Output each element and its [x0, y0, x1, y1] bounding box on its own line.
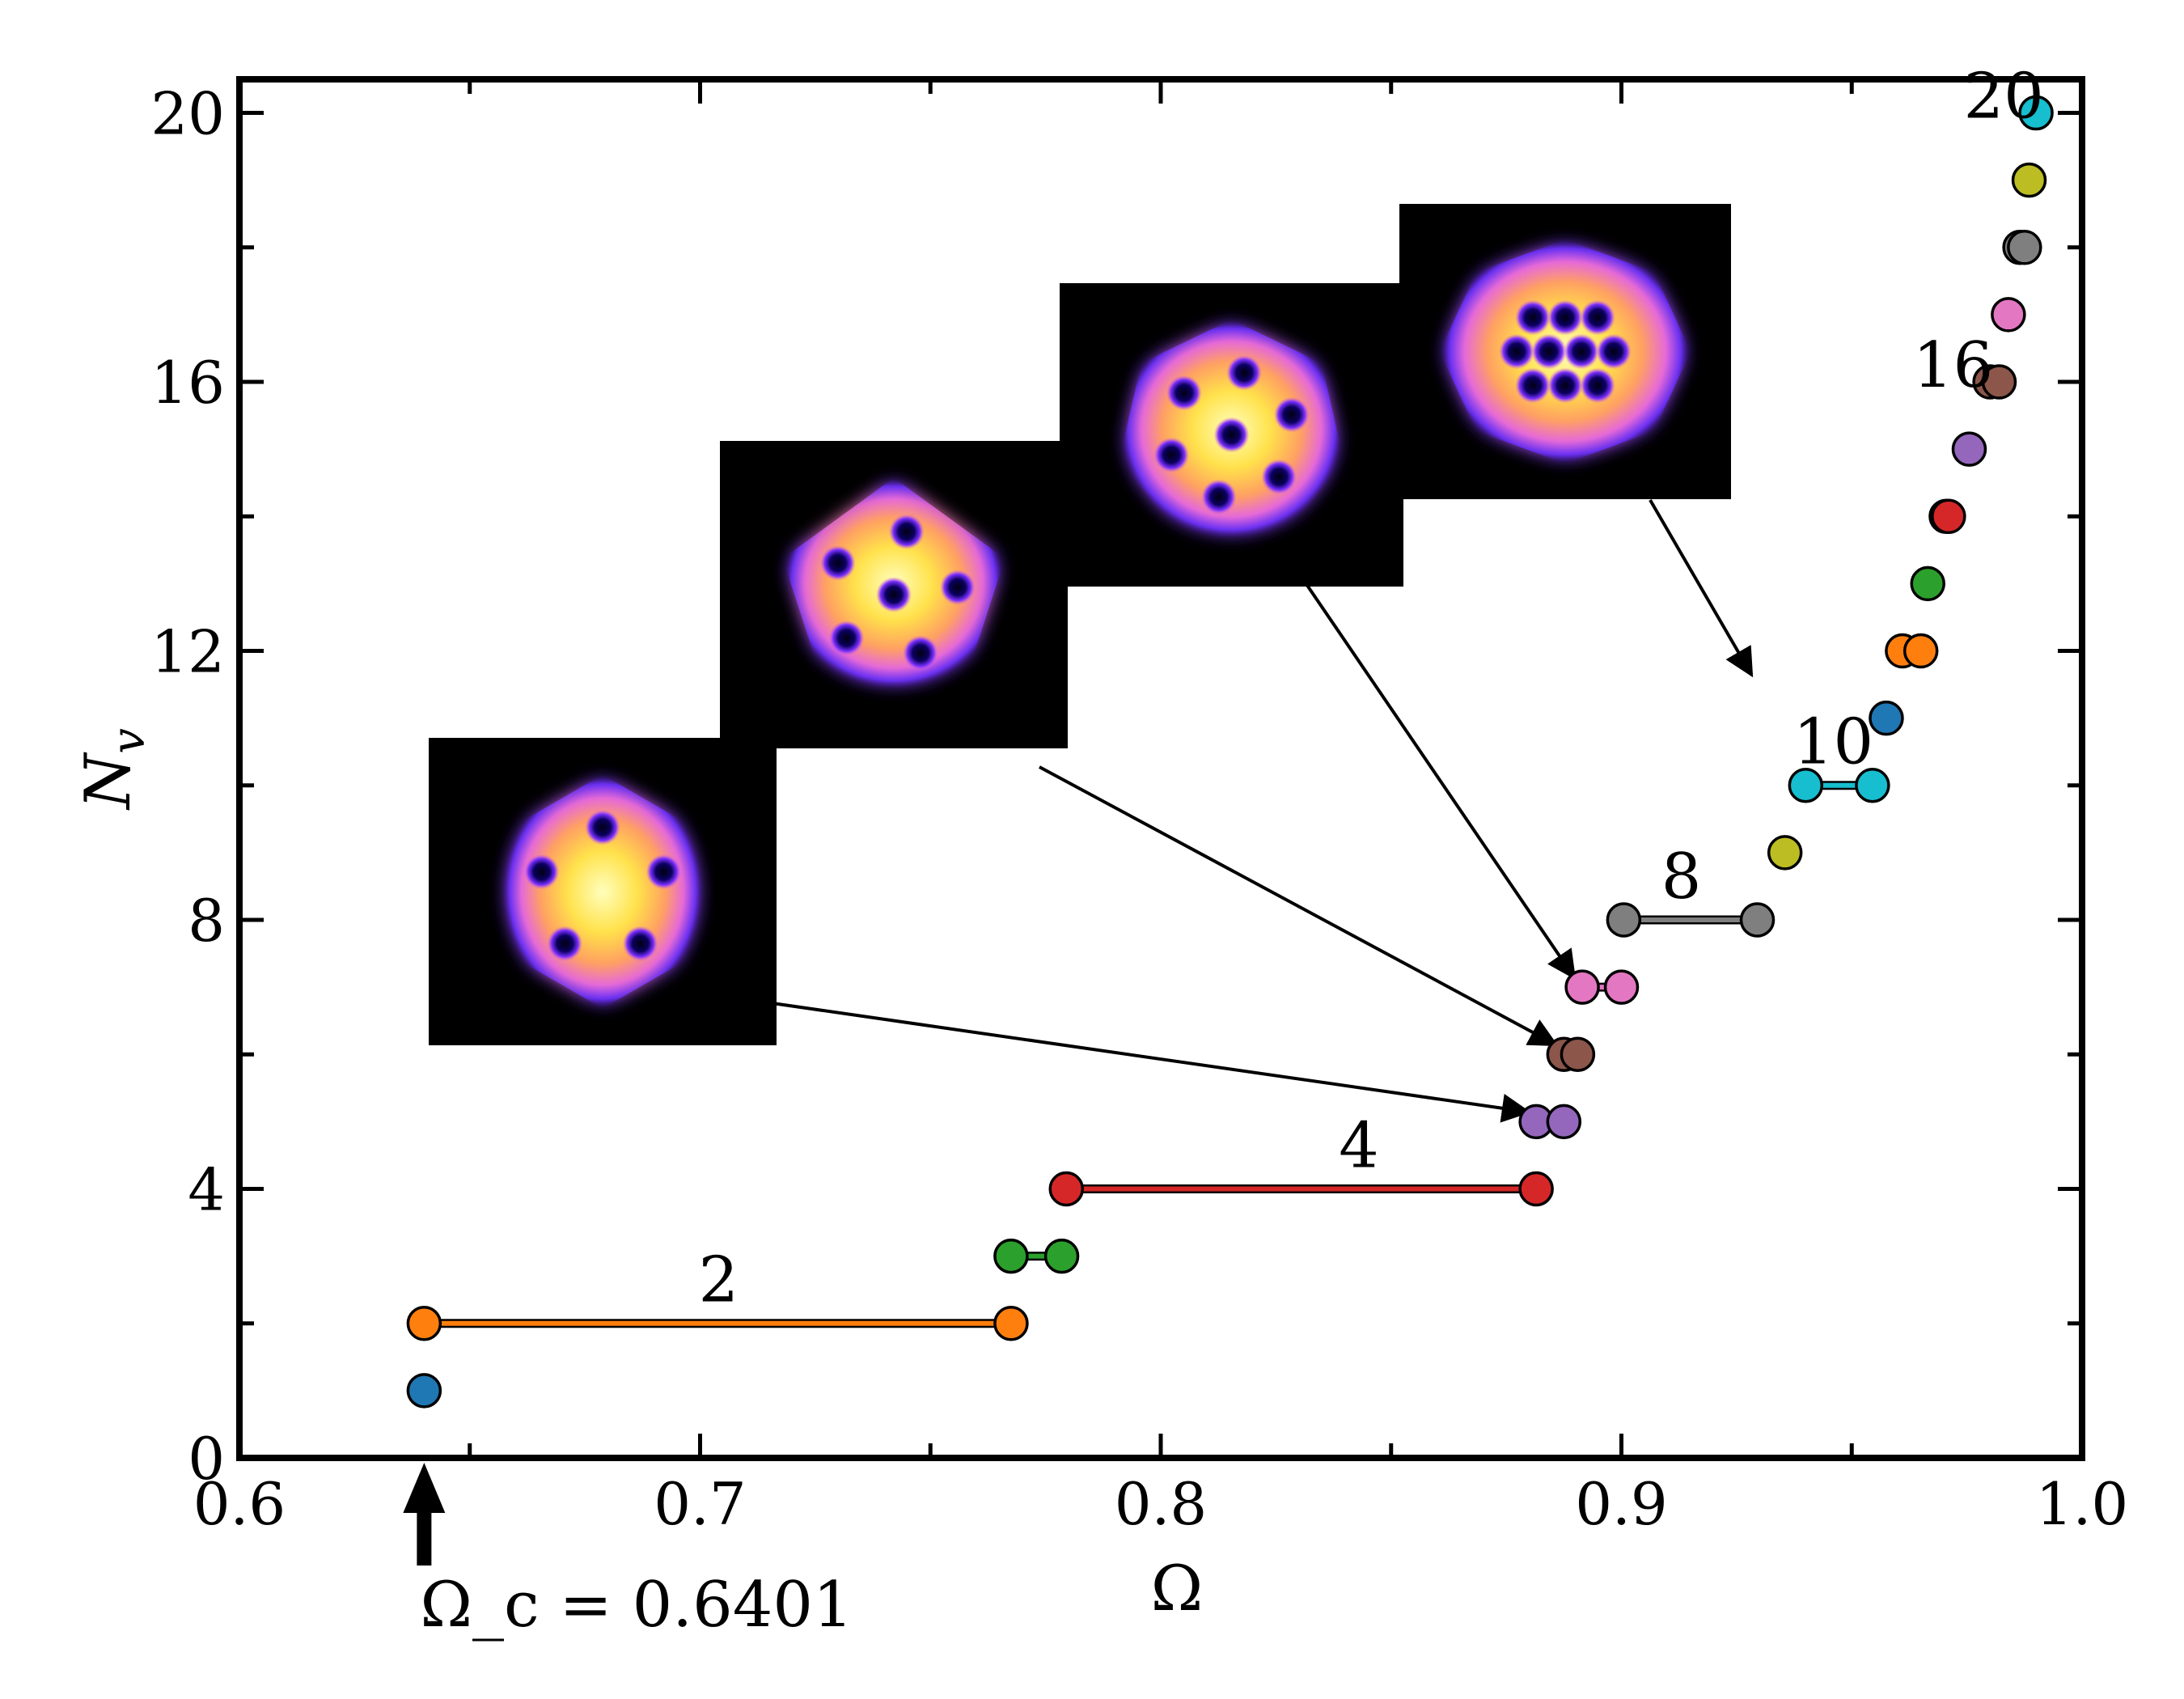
inset-nv6 — [720, 441, 1068, 748]
x-tick-label: 1.0 — [2036, 1470, 2129, 1538]
data-point — [1931, 498, 1966, 535]
vortex-core — [888, 514, 925, 550]
x-tick-label: 0.8 — [1115, 1470, 1208, 1538]
plateau-label: 20 — [1964, 61, 2044, 133]
vortex-core — [1580, 367, 1615, 404]
y-tick-label: 0 — [188, 1425, 225, 1493]
plateau-label: 10 — [1793, 706, 1873, 779]
vortex-core — [1153, 437, 1190, 473]
vortex-core — [939, 570, 976, 605]
y-tick-label: 4 — [188, 1156, 225, 1224]
data-point — [1606, 902, 1642, 938]
data-point — [2007, 230, 2042, 265]
x-tick-label: 0.7 — [654, 1470, 747, 1538]
vortex-core — [1515, 367, 1551, 404]
vortex-core — [819, 544, 856, 581]
y-tick-labels: 0 4 8 12 16 20 — [150, 80, 225, 1493]
y-label-sub: v — [103, 728, 155, 754]
vortex-core — [1261, 459, 1297, 495]
data-point — [1981, 364, 2017, 400]
vortex-core — [547, 926, 583, 962]
inset-arrow — [1305, 583, 1577, 981]
data-point — [1910, 566, 1945, 602]
y-label-main: N — [72, 752, 145, 811]
critical-omega-label: Ω_c = 0.6401 — [420, 1569, 853, 1642]
data-point — [1991, 297, 2026, 333]
inset-nv7 — [1060, 283, 1403, 587]
vortex-core — [876, 577, 912, 612]
plateau-labels: 2 4 8 10 16 20 — [698, 61, 2043, 1317]
vortex-core — [1200, 479, 1237, 515]
vortex-core — [523, 854, 560, 890]
plateau-label: 2 — [698, 1244, 739, 1317]
data-point — [1048, 1171, 1085, 1207]
inset-nv5 — [429, 738, 777, 1045]
vortex-core — [1547, 367, 1583, 404]
data-point — [1951, 431, 1987, 467]
data-point — [1903, 633, 1939, 669]
arrows — [772, 498, 1754, 1123]
vortex-core — [1547, 299, 1583, 336]
critical-omega-arrow — [403, 1463, 446, 1566]
data-point — [1043, 1238, 1080, 1274]
x-tick-labels: 0.6 0.7 0.8 0.9 1.0 — [193, 1470, 2129, 1538]
inset-arrow — [772, 1002, 1531, 1123]
data-point — [1564, 969, 1600, 1005]
data-point — [993, 1306, 1029, 1341]
x-tick-label: 0.9 — [1575, 1470, 1668, 1538]
y-tick-label: 12 — [150, 618, 225, 686]
inset-arrow — [1039, 765, 1559, 1047]
data-point — [2011, 162, 2047, 198]
x-tick-label: 0.6 — [193, 1470, 286, 1538]
vortex-core — [1213, 417, 1250, 453]
data-point — [1855, 768, 1890, 803]
insets — [429, 204, 1731, 1045]
axis-ticks — [237, 79, 2085, 1460]
vortex-core — [1226, 354, 1263, 391]
data-point — [1739, 902, 1776, 938]
inset-arrow — [1649, 498, 1754, 678]
data-point — [1560, 1036, 1596, 1073]
y-tick-label: 20 — [150, 80, 225, 148]
data-point — [2018, 95, 2054, 131]
vortex-core — [1596, 333, 1632, 370]
plateau-label: 4 — [1339, 1109, 1379, 1182]
data-point — [1788, 768, 1824, 803]
vortex-core — [1564, 333, 1599, 370]
vortex-core — [1166, 375, 1202, 411]
plateau-label: 8 — [1661, 841, 1702, 913]
data-point — [1603, 969, 1640, 1005]
vortex-core — [1499, 333, 1534, 370]
inset-nv10 — [1399, 204, 1731, 499]
vortex-core — [1515, 299, 1551, 336]
y-tick-label: 16 — [150, 349, 225, 417]
data-point — [993, 1238, 1029, 1274]
vortex-core — [585, 809, 620, 845]
vortex-core — [1273, 396, 1310, 433]
vortex-core — [903, 635, 938, 672]
vortex-core — [622, 926, 658, 962]
vortex-core — [1531, 333, 1567, 370]
x-axis-label: Ω — [1151, 1553, 1204, 1625]
data-point — [1767, 835, 1803, 871]
data-point — [1546, 1104, 1582, 1140]
data-point — [1869, 700, 1904, 736]
data-points — [406, 95, 2054, 1409]
vortex-core — [1580, 299, 1615, 336]
vortex-core — [645, 854, 682, 890]
critical-omega-marker: Ω_c = 0.6401 — [403, 1463, 853, 1642]
y-tick-label: 8 — [188, 887, 225, 955]
vortex-core — [828, 620, 865, 656]
plateau-label: 16 — [1913, 329, 1993, 402]
data-point — [1518, 1171, 1554, 1207]
y-axis-label: Nv — [72, 728, 155, 811]
data-point — [406, 1306, 442, 1341]
data-point — [406, 1373, 442, 1409]
